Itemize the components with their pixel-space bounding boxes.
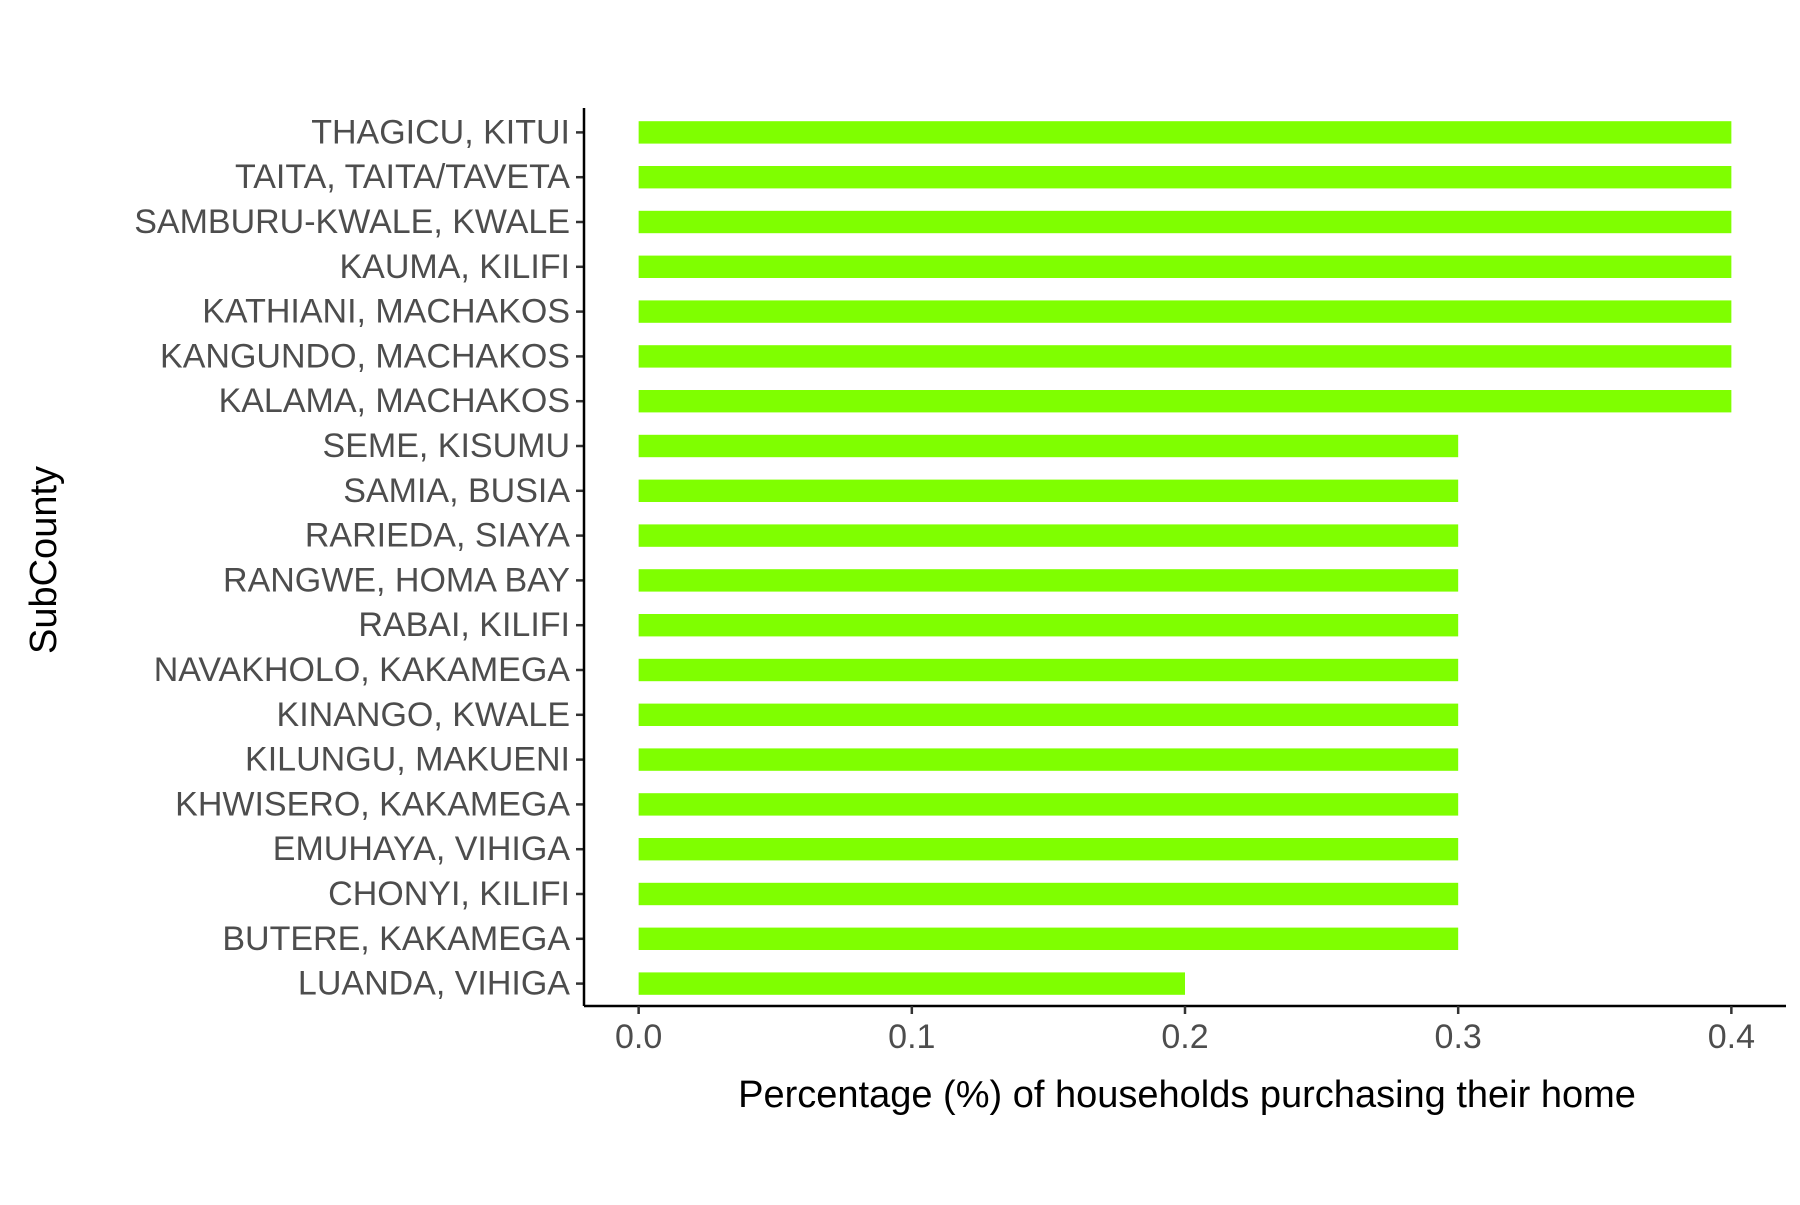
bar: [638, 300, 1732, 323]
y-tick-label: EMUHAYA, VIHIGA: [273, 830, 571, 868]
bar: [638, 703, 1459, 726]
y-tick-label: THAGICU, KITUI: [311, 113, 570, 151]
y-tick-label: KHWISERO, KAKAMEGA: [175, 785, 570, 823]
y-tick-label: TAITA, TAITA/TAVETA: [235, 158, 570, 196]
y-tick-label: KALAMA, MACHAKOS: [219, 382, 570, 420]
bar: [638, 210, 1732, 234]
y-tick-label: CHONYI, KILIFI: [328, 875, 570, 913]
y-tick-label: KILUNGU, MAKUENI: [245, 741, 570, 779]
y-tick-label: BUTERE, KAKAMEGA: [222, 920, 570, 958]
bar: [638, 524, 1459, 547]
y-tick-label: KATHIANI, MACHAKOS: [202, 293, 570, 331]
bar: [638, 972, 1185, 995]
y-tick-label: LUANDA, VIHIGA: [298, 965, 570, 1003]
labels-layer: THAGICU, KITUI TAITA, TAITA/TAVETA SAMBURU…: [134, 113, 1755, 1056]
bar: [638, 927, 1459, 950]
bar: [638, 838, 1459, 861]
bar: [638, 569, 1459, 592]
bar: [638, 166, 1732, 189]
x-tick-label: 0.2: [1161, 1018, 1208, 1056]
y-tick-label: KANGUNDO, MACHAKOS: [160, 337, 570, 375]
bar: [638, 434, 1459, 458]
bar: [638, 479, 1459, 502]
bar: [638, 658, 1459, 682]
bar: [638, 748, 1459, 771]
y-tick-label: SAMBURU-KWALE, KWALE: [134, 203, 570, 241]
x-tick-label: 0.1: [888, 1018, 935, 1056]
x-tick-label: 0.4: [1708, 1018, 1755, 1056]
y-tick-label: SEME, KISUMU: [323, 427, 570, 465]
bar: [638, 255, 1732, 278]
y-tick-label: KINANGO, KWALE: [277, 696, 570, 734]
bar: [638, 121, 1732, 144]
y-axis-title: SubCounty: [23, 466, 65, 654]
y-tick-label: RANGWE, HOMA BAY: [223, 561, 570, 599]
y-tick-label: KAUMA, KILIFI: [340, 248, 571, 286]
x-tick-label: 0.0: [615, 1018, 662, 1056]
bar: [638, 345, 1732, 368]
y-tick-label: SAMIA, BUSIA: [343, 472, 570, 510]
bar: [638, 793, 1459, 816]
bar: [638, 882, 1459, 906]
y-tick-label: RARIEDA, SIAYA: [305, 517, 570, 555]
y-tick-label: RABAI, KILIFI: [358, 606, 570, 644]
axes-layer: [576, 108, 1786, 1014]
x-tick-label: 0.3: [1435, 1018, 1482, 1056]
bar: [638, 614, 1459, 637]
bars-layer: [638, 121, 1732, 995]
x-axis-title: Percentage (%) of households purchasing …: [738, 1074, 1636, 1116]
bar: [638, 390, 1732, 413]
y-tick-label: NAVAKHOLO, KAKAMEGA: [154, 651, 571, 689]
